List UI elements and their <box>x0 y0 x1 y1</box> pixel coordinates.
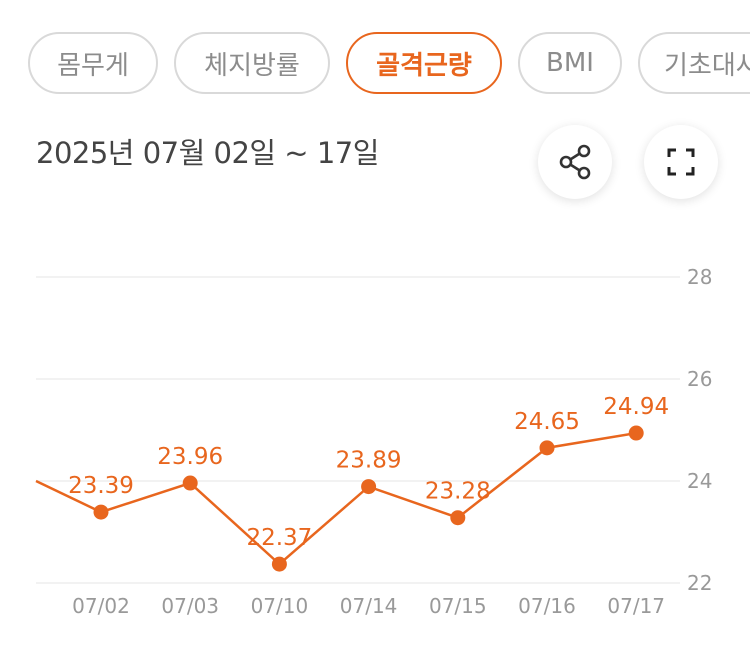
y-tick-label: 26 <box>687 367 712 391</box>
grid-lines <box>36 276 680 584</box>
share-icon <box>559 144 591 180</box>
x-tick-label: 07/15 <box>429 594 487 618</box>
tab-basal-metabolism[interactable]: 기초대사 <box>638 32 750 94</box>
x-axis-ticks: 07/02 07/03 07/10 07/14 07/15 07/16 07/17 <box>72 594 665 618</box>
y-tick-label: 28 <box>687 265 712 289</box>
data-label: 23.89 <box>336 448 402 474</box>
expand-icon <box>667 148 695 176</box>
x-tick-label: 07/10 <box>251 594 309 618</box>
data-point[interactable] <box>93 504 109 520</box>
metric-tabs: 몸무게 체지방률 골격근량 BMI 기초대사 <box>28 32 750 98</box>
y-axis-ticks: 28 26 24 22 <box>687 265 712 595</box>
y-tick-label: 22 <box>687 571 712 595</box>
tab-skeletal-muscle[interactable]: 골격근량 <box>346 32 502 94</box>
date-range-title: 2025년 07월 02일 ~ 17일 <box>36 136 379 170</box>
data-label: 24.65 <box>514 409 580 435</box>
tab-body-fat[interactable]: 체지방률 <box>174 32 330 94</box>
data-labels: 23.39 23.96 22.37 23.89 23.28 24.65 24.94 <box>68 394 669 551</box>
data-points <box>93 425 644 572</box>
tab-weight[interactable]: 몸무게 <box>28 32 158 94</box>
expand-button[interactable] <box>644 125 718 199</box>
tab-bmi[interactable]: BMI <box>518 32 622 94</box>
data-label: 23.39 <box>68 473 134 499</box>
data-label: 23.96 <box>157 444 223 470</box>
data-point[interactable] <box>361 479 377 495</box>
data-label: 23.28 <box>425 479 491 505</box>
x-tick-label: 07/14 <box>340 594 398 618</box>
x-tick-label: 07/02 <box>72 594 130 618</box>
x-tick-label: 07/17 <box>607 594 665 618</box>
x-tick-label: 07/16 <box>518 594 576 618</box>
y-tick-label: 24 <box>687 469 712 493</box>
data-point[interactable] <box>628 425 644 441</box>
data-point[interactable] <box>182 475 198 491</box>
x-tick-label: 07/03 <box>161 594 219 618</box>
data-point[interactable] <box>271 556 287 572</box>
series-line <box>35 431 637 566</box>
share-button[interactable] <box>538 125 612 199</box>
data-point[interactable] <box>450 510 466 526</box>
data-label: 22.37 <box>246 525 312 551</box>
data-point[interactable] <box>539 440 555 456</box>
data-label: 24.94 <box>603 394 669 420</box>
